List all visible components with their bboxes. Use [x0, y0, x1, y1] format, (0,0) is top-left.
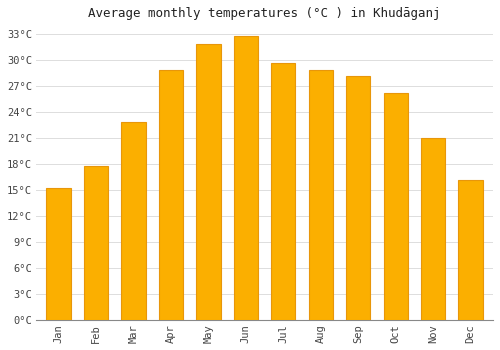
Bar [384, 93, 408, 320]
Bar [122, 122, 146, 320]
Bar [196, 44, 220, 320]
Bar [234, 36, 258, 320]
Title: Average monthly temperatures (°C ) in Khudāganj: Average monthly temperatures (°C ) in Kh… [88, 7, 441, 20]
Bar [308, 70, 333, 320]
Bar [458, 180, 483, 320]
Bar [46, 188, 71, 320]
Bar [159, 70, 183, 320]
Bar [271, 63, 295, 320]
Bar [84, 166, 108, 320]
Bar [421, 138, 446, 320]
Bar [346, 76, 370, 320]
